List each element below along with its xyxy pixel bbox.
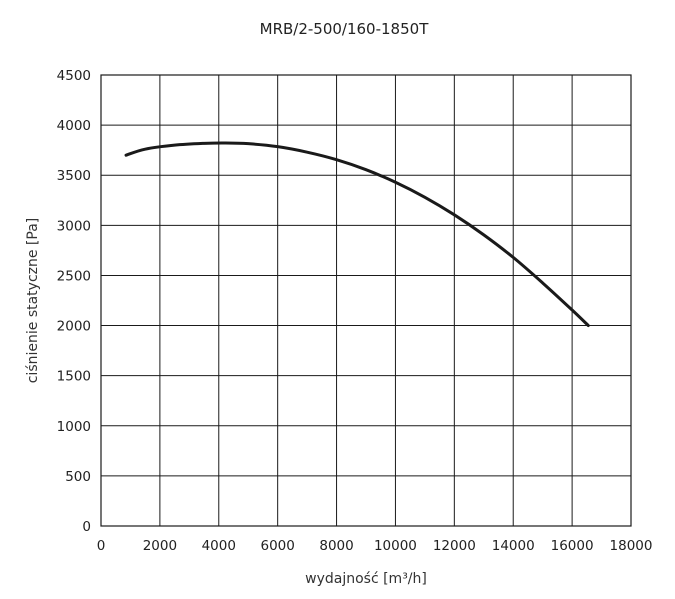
- grid: [101, 75, 631, 526]
- y-tick-label: 3000: [57, 218, 91, 234]
- x-tick-label: 12000: [433, 538, 476, 554]
- y-tick-label: 0: [82, 519, 91, 535]
- x-tick-label: 10000: [374, 538, 417, 554]
- y-tick-label: 4500: [57, 68, 91, 84]
- x-tick-label: 2000: [143, 538, 177, 554]
- tick-labels: 0 2000 4000 6000 8000 10000 12000 14000 16000 180…: [57, 68, 653, 554]
- x-tick-label: 16000: [551, 538, 594, 554]
- series: [124, 141, 590, 328]
- series-line: [124, 141, 590, 328]
- chart-title: MRB/2-500/160-1850T: [260, 20, 430, 38]
- y-axis-label: ciśnienie statyczne [Pa]: [25, 218, 41, 384]
- y-tick-label: 2500: [57, 268, 91, 284]
- x-axis-label: wydajność [m³/h]: [305, 571, 427, 587]
- x-tick-label: 14000: [492, 538, 535, 554]
- y-tick-label: 500: [65, 469, 91, 485]
- y-tick-label: 1500: [57, 369, 91, 385]
- x-tick-label: 8000: [319, 538, 353, 554]
- x-tick-label: 18000: [610, 538, 653, 554]
- plot-frame: [100, 74, 632, 527]
- x-tick-label: 4000: [202, 538, 236, 554]
- y-tick-label: 3500: [57, 168, 91, 184]
- x-tick-label: 6000: [260, 538, 294, 554]
- y-tick-label: 1000: [57, 419, 91, 435]
- y-tick-label: 2000: [57, 319, 91, 335]
- y-tick-label: 4000: [57, 118, 91, 134]
- x-tick-label: 0: [97, 538, 106, 554]
